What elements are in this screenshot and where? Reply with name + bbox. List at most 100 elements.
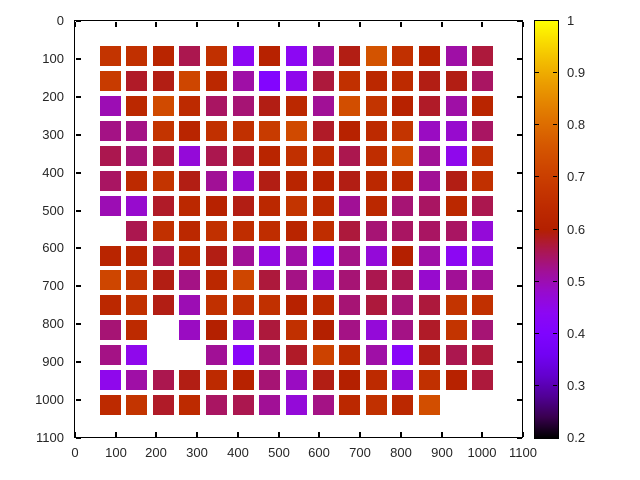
heatmap-cell — [392, 246, 413, 266]
x-tick-mark — [155, 432, 157, 437]
heatmap-cell — [259, 395, 280, 415]
heatmap-cell — [419, 71, 440, 91]
heatmap-cell — [126, 320, 147, 340]
heatmap-cell — [472, 46, 493, 66]
heatmap-cell — [446, 146, 467, 166]
y-tick-label: 800 — [42, 316, 64, 331]
heatmap-cell — [206, 370, 227, 390]
heatmap-cell — [472, 171, 493, 191]
heatmap-cell — [419, 221, 440, 241]
heatmap-cell — [233, 71, 254, 91]
colorbar-tick-label: 0.3 — [567, 378, 586, 393]
colorbar-tick-mark — [535, 176, 539, 177]
heatmap-cell — [313, 96, 334, 116]
colorbar-tick-mark — [553, 176, 557, 177]
heatmap-cell — [339, 96, 360, 116]
y-tick-label: 100 — [42, 51, 64, 66]
heatmap-cell — [392, 221, 413, 241]
heatmap-cell — [286, 246, 307, 266]
heatmap-cell — [392, 370, 413, 390]
heatmap-cell — [233, 96, 254, 116]
x-tick-label: 0 — [71, 445, 79, 460]
heatmap-cell — [446, 121, 467, 141]
colorbar-tick-label: 0.4 — [567, 326, 586, 341]
x-tick-mark — [522, 432, 524, 437]
x-tick-mark — [481, 22, 483, 27]
heatmap-cell — [419, 46, 440, 66]
heatmap-cell — [259, 71, 280, 91]
y-tick-mark — [76, 247, 81, 249]
heatmap-cell — [366, 246, 387, 266]
heatmap-cell — [206, 121, 227, 141]
x-tick-label: 500 — [268, 445, 290, 460]
heatmap-cell — [446, 96, 467, 116]
x-tick-mark — [74, 432, 76, 437]
colorbar-tick-label: 0.8 — [567, 117, 586, 132]
heatmap-cell — [259, 270, 280, 290]
heatmap-cell — [206, 46, 227, 66]
heatmap-cell — [446, 295, 467, 315]
colorbar-tick-mark — [553, 333, 557, 334]
y-tick-mark — [517, 96, 522, 98]
heatmap-cell — [259, 320, 280, 340]
heatmap-cell — [392, 121, 413, 141]
heatmap-cell — [206, 270, 227, 290]
x-tick-label: 1100 — [509, 445, 537, 460]
y-tick-mark — [517, 58, 522, 60]
x-tick-mark — [155, 22, 157, 27]
heatmap-cell — [313, 46, 334, 66]
heatmap-cell — [179, 295, 200, 315]
heatmap-cell — [286, 270, 307, 290]
heatmap-cell — [419, 196, 440, 216]
heatmap-cell — [206, 96, 227, 116]
heatmap-cell — [472, 146, 493, 166]
heatmap-cell — [366, 395, 387, 415]
x-tick-label: 300 — [186, 445, 208, 460]
heatmap-cell — [153, 121, 174, 141]
heatmap-cell — [286, 295, 307, 315]
heatmap-cell — [100, 171, 121, 191]
heatmap-cell — [366, 121, 387, 141]
heatmap-cell — [126, 270, 147, 290]
heatmap-cell — [446, 221, 467, 241]
heatmap-cell — [339, 270, 360, 290]
heatmap-cell — [419, 171, 440, 191]
x-tick-mark — [400, 22, 402, 27]
heatmap-cell — [259, 196, 280, 216]
heatmap-cell — [472, 370, 493, 390]
x-tick-mark — [278, 22, 280, 27]
heatmap-cell — [206, 71, 227, 91]
heatmap-cell — [366, 196, 387, 216]
heatmap-cell — [339, 320, 360, 340]
y-tick-label: 600 — [42, 240, 64, 255]
x-tick-label: 600 — [308, 445, 330, 460]
colorbar-tick-mark — [553, 281, 557, 282]
heatmap-cell — [100, 395, 121, 415]
y-tick-label: 0 — [56, 13, 64, 28]
heatmap-cell — [259, 246, 280, 266]
heatmap-cell — [233, 171, 254, 191]
heatmap-cell — [153, 370, 174, 390]
y-tick-mark — [517, 20, 522, 22]
y-tick-label: 700 — [42, 278, 64, 293]
heatmap-cell — [366, 46, 387, 66]
x-tick-mark — [481, 432, 483, 437]
heatmap-cell — [179, 96, 200, 116]
heatmap-cell — [206, 395, 227, 415]
colorbar-tick-mark — [535, 229, 539, 230]
x-tick-mark — [359, 432, 361, 437]
heatmap-cell — [233, 46, 254, 66]
heatmap-cell — [206, 295, 227, 315]
heatmap-cell — [286, 320, 307, 340]
colorbar-tick-label: 0.6 — [567, 222, 586, 237]
heatmap-cell — [100, 295, 121, 315]
x-tick-mark — [441, 432, 443, 437]
heatmap-cell — [206, 171, 227, 191]
heatmap-cell — [126, 196, 147, 216]
heatmap-cell — [392, 320, 413, 340]
x-tick-mark — [359, 22, 361, 27]
heatmap-cell — [339, 395, 360, 415]
heatmap-cell — [126, 146, 147, 166]
heatmap-cell — [153, 71, 174, 91]
heatmap-cell — [179, 46, 200, 66]
